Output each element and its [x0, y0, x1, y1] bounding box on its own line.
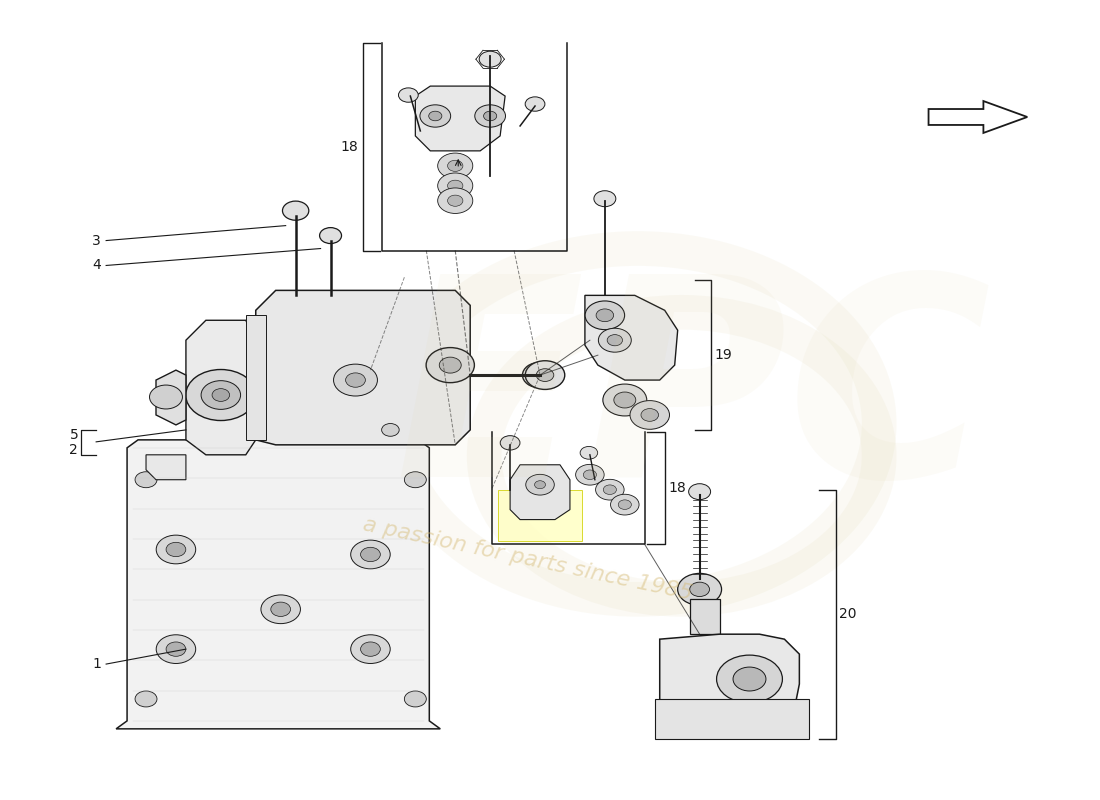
Polygon shape [156, 370, 186, 425]
Circle shape [480, 51, 502, 67]
Circle shape [361, 642, 381, 656]
Circle shape [598, 328, 631, 352]
Circle shape [398, 88, 418, 102]
Circle shape [351, 634, 390, 663]
Circle shape [438, 188, 473, 214]
Circle shape [475, 105, 506, 127]
Circle shape [439, 357, 461, 373]
Circle shape [603, 384, 647, 416]
Circle shape [769, 711, 791, 727]
Circle shape [618, 500, 631, 510]
Circle shape [420, 105, 451, 127]
Circle shape [186, 370, 256, 421]
Polygon shape [660, 634, 800, 729]
Polygon shape [510, 465, 570, 519]
Text: a passion for parts since 1985: a passion for parts since 1985 [362, 514, 694, 604]
Circle shape [690, 582, 710, 597]
Circle shape [526, 361, 564, 390]
Bar [497, 490, 582, 541]
Polygon shape [654, 699, 810, 739]
Circle shape [361, 547, 381, 562]
Text: 1: 1 [92, 657, 101, 671]
Circle shape [448, 195, 463, 206]
Circle shape [641, 409, 659, 422]
Circle shape [614, 392, 636, 408]
Circle shape [166, 642, 186, 656]
Circle shape [345, 373, 365, 387]
Circle shape [438, 173, 473, 198]
Circle shape [525, 97, 544, 111]
Polygon shape [255, 290, 470, 445]
Circle shape [610, 494, 639, 515]
Text: 18: 18 [341, 140, 359, 154]
Circle shape [448, 160, 463, 171]
Text: EPC: EPC [394, 265, 991, 535]
Text: 19: 19 [714, 348, 733, 362]
Circle shape [603, 485, 616, 494]
Circle shape [382, 423, 399, 436]
Circle shape [678, 574, 722, 606]
Circle shape [150, 385, 183, 409]
Circle shape [135, 691, 157, 707]
Circle shape [575, 464, 604, 485]
Circle shape [526, 474, 554, 495]
Circle shape [271, 602, 290, 617]
Circle shape [156, 634, 196, 663]
Circle shape [595, 479, 624, 500]
Circle shape [733, 667, 766, 691]
Circle shape [585, 301, 625, 330]
Circle shape [426, 347, 474, 382]
Circle shape [438, 153, 473, 178]
Circle shape [448, 180, 463, 191]
Circle shape [283, 201, 309, 220]
Circle shape [630, 401, 670, 430]
Circle shape [333, 364, 377, 396]
Circle shape [201, 381, 241, 410]
Circle shape [500, 436, 520, 450]
Text: 20: 20 [839, 607, 857, 622]
Circle shape [669, 716, 691, 732]
Circle shape [484, 111, 497, 121]
Text: 4: 4 [92, 258, 101, 273]
Circle shape [351, 540, 390, 569]
Polygon shape [585, 295, 678, 380]
Circle shape [212, 389, 230, 402]
Circle shape [607, 334, 623, 346]
Circle shape [261, 595, 300, 624]
Circle shape [156, 535, 196, 564]
Circle shape [716, 655, 782, 703]
Bar [245, 315, 266, 440]
Text: 2: 2 [69, 443, 78, 457]
Text: 3: 3 [92, 234, 101, 247]
Bar [690, 599, 719, 634]
Circle shape [522, 362, 558, 388]
Circle shape [580, 446, 597, 459]
Polygon shape [416, 86, 505, 151]
Circle shape [536, 369, 553, 382]
Text: 5: 5 [69, 428, 78, 442]
Circle shape [594, 190, 616, 206]
Circle shape [596, 309, 614, 322]
Circle shape [429, 111, 442, 121]
Circle shape [320, 228, 341, 243]
Circle shape [405, 472, 427, 488]
Circle shape [535, 481, 546, 489]
Circle shape [405, 691, 427, 707]
Polygon shape [117, 440, 440, 729]
Polygon shape [186, 320, 255, 455]
Circle shape [689, 484, 711, 500]
Circle shape [166, 542, 186, 557]
Circle shape [583, 470, 596, 479]
Circle shape [135, 472, 157, 488]
Polygon shape [146, 455, 186, 480]
Text: 18: 18 [669, 481, 686, 495]
